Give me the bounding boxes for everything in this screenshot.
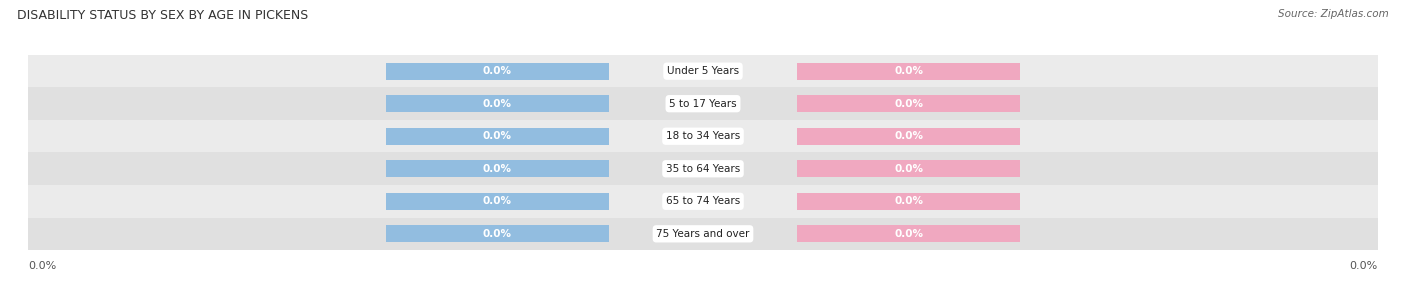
Text: Under 5 Years: Under 5 Years — [666, 66, 740, 76]
Bar — [797, 63, 1021, 80]
Bar — [385, 95, 609, 112]
Text: Source: ZipAtlas.com: Source: ZipAtlas.com — [1278, 9, 1389, 19]
Bar — [28, 55, 1378, 88]
Text: 0.0%: 0.0% — [894, 131, 924, 141]
Bar — [385, 193, 609, 210]
Text: 0.0%: 0.0% — [482, 229, 512, 239]
Text: 0.0%: 0.0% — [28, 261, 56, 271]
Text: 0.0%: 0.0% — [894, 196, 924, 206]
Text: 65 to 74 Years: 65 to 74 Years — [666, 196, 740, 206]
Text: 0.0%: 0.0% — [894, 164, 924, 174]
Text: 0.0%: 0.0% — [894, 66, 924, 76]
Bar — [797, 160, 1021, 177]
Bar — [797, 225, 1021, 242]
Bar — [797, 193, 1021, 210]
Text: 0.0%: 0.0% — [482, 164, 512, 174]
Text: 0.0%: 0.0% — [482, 131, 512, 141]
Text: 0.0%: 0.0% — [482, 99, 512, 109]
Text: 35 to 64 Years: 35 to 64 Years — [666, 164, 740, 174]
Bar — [28, 152, 1378, 185]
Text: 18 to 34 Years: 18 to 34 Years — [666, 131, 740, 141]
Text: 0.0%: 0.0% — [482, 196, 512, 206]
Text: DISABILITY STATUS BY SEX BY AGE IN PICKENS: DISABILITY STATUS BY SEX BY AGE IN PICKE… — [17, 9, 308, 22]
Text: 0.0%: 0.0% — [1350, 261, 1378, 271]
Text: 75 Years and over: 75 Years and over — [657, 229, 749, 239]
Text: 0.0%: 0.0% — [894, 229, 924, 239]
Bar — [28, 88, 1378, 120]
Bar — [797, 95, 1021, 112]
Bar — [28, 185, 1378, 217]
Legend: Male, Female: Male, Female — [638, 304, 768, 305]
Bar — [385, 128, 609, 145]
Text: 0.0%: 0.0% — [894, 99, 924, 109]
Bar — [385, 63, 609, 80]
Text: 0.0%: 0.0% — [482, 66, 512, 76]
Bar — [28, 217, 1378, 250]
Bar — [385, 225, 609, 242]
Text: 5 to 17 Years: 5 to 17 Years — [669, 99, 737, 109]
Bar — [28, 120, 1378, 152]
Bar — [385, 160, 609, 177]
Bar — [797, 128, 1021, 145]
